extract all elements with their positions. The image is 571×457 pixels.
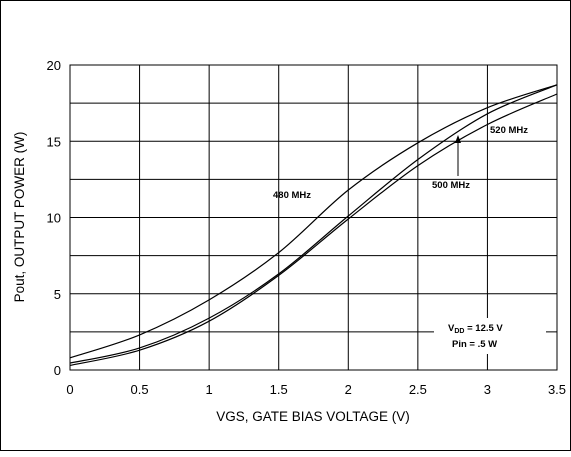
grid xyxy=(70,65,557,370)
plot-area xyxy=(69,64,558,371)
vdd-subscript: DD xyxy=(454,328,464,335)
y-axis-title: Pout, OUTPUT POWER (W) xyxy=(12,132,27,303)
vdd-label: V xyxy=(448,323,455,334)
x-tick-label: 0 xyxy=(66,382,73,397)
label-480mhz: 480 MHz xyxy=(273,190,311,201)
x-tick-label: 2 xyxy=(345,382,352,397)
x-axis-title: VGS, GATE BIAS VOLTAGE (V) xyxy=(216,409,410,424)
x-tick-label: 0.5 xyxy=(131,382,149,397)
x-tick-label: 3 xyxy=(484,382,491,397)
label-520mhz: 520 MHz xyxy=(490,125,528,136)
y-tick-labels: 0 5 10 15 20 xyxy=(47,58,61,378)
x-tick-label: 3.5 xyxy=(548,382,566,397)
vdd-value: = 12.5 V xyxy=(464,323,503,334)
series-line-520mhz xyxy=(69,93,558,366)
x-tick-label: 1 xyxy=(206,382,213,397)
y-tick-label: 5 xyxy=(54,287,61,302)
x-tick-label: 1.5 xyxy=(270,382,288,397)
y-tick-label: 0 xyxy=(54,363,61,378)
x-tick-labels: 0 0.5 1 1.5 2 2.5 3 3.5 xyxy=(66,382,566,397)
label-500mhz-arrow xyxy=(455,135,461,143)
pin-annotation: Pin = .5 W xyxy=(452,339,497,350)
curves xyxy=(69,84,558,366)
label-500mhz: 500 MHz xyxy=(432,180,470,191)
y-tick-label: 15 xyxy=(47,134,61,149)
series-line-500mhz xyxy=(69,84,558,364)
x-tick-label: 2.5 xyxy=(409,382,427,397)
series-line-480mhz xyxy=(69,84,558,359)
y-tick-label: 10 xyxy=(47,211,61,226)
y-tick-label: 20 xyxy=(47,58,61,73)
vdd-annotation: VDD = 12.5 V xyxy=(448,323,503,335)
conditions-box: VDD = 12.5 V Pin = .5 W xyxy=(434,318,546,354)
